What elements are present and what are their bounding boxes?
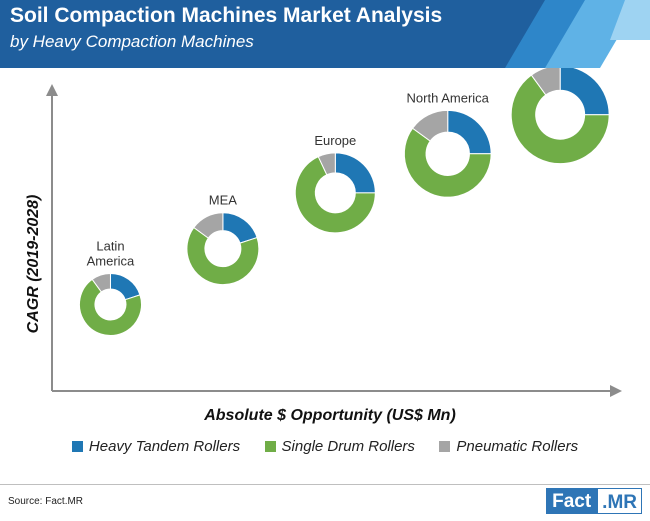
region-label: Europe <box>314 133 356 148</box>
region-label: America <box>87 253 135 268</box>
region-label: North America <box>407 90 490 105</box>
pneumatic-segment <box>411 109 449 142</box>
single-drum-segment <box>510 74 610 165</box>
y-axis-title: CAGR (2019-2028) <box>25 195 42 334</box>
page-title: Soil Compaction Machines Market Analysis <box>10 4 443 27</box>
donut-asia-pacific: Asia Pacific <box>510 68 610 165</box>
donut-mea: MEA <box>186 193 260 286</box>
pneumatic-segment <box>91 272 111 293</box>
single-drum-segment <box>294 155 376 234</box>
page-subtitle: by Heavy Compaction Machines <box>10 32 254 51</box>
header-banner: Soil Compaction Machines Market Analysis… <box>0 0 650 68</box>
chart-axes <box>46 84 622 397</box>
pneumatic-segment <box>317 152 336 176</box>
legend-label: Heavy Tandem Rollers <box>88 438 241 456</box>
legend-item-single-drum: Single Drum Rollers <box>264 438 415 456</box>
banner-shapes <box>0 0 650 68</box>
footer-divider <box>0 484 650 485</box>
donut-europe: Europe <box>294 133 376 234</box>
legend-swatch <box>264 441 276 453</box>
region-label: MEA <box>209 193 238 208</box>
x-axis-arrow <box>610 385 622 397</box>
chart-legend: Heavy Tandem Rollers Single Drum Rollers… <box>0 438 650 462</box>
legend-swatch <box>439 441 451 453</box>
banner-main-shape <box>0 0 595 68</box>
brand-logo: Fact .MR <box>546 488 642 514</box>
x-axis-title: Absolute $ Opportunity (US$ Mn) <box>203 407 456 424</box>
brand-logo-part2: .MR <box>597 488 642 514</box>
legend-label: Pneumatic Rollers <box>456 438 579 456</box>
legend-swatch <box>71 441 83 453</box>
legend-item-heavy-tandem: Heavy Tandem Rollers <box>71 438 241 456</box>
source-note: Source: Fact.MR <box>8 496 84 507</box>
heavy-tandem-segment <box>222 212 258 244</box>
heavy-tandem-segment <box>559 68 610 116</box>
banner-stripe-2 <box>545 0 640 68</box>
pneumatic-segment <box>530 68 561 96</box>
donut-north-america: North America <box>403 90 492 198</box>
heavy-tandem-segment <box>334 152 376 194</box>
single-drum-segment <box>186 226 260 286</box>
legend-item-pneumatic: Pneumatic Rollers <box>439 438 578 455</box>
banner-stripe-3 <box>610 0 650 40</box>
single-drum-segment <box>403 127 492 198</box>
y-axis-arrow <box>46 84 58 96</box>
brand-logo-part1: Fact <box>546 488 598 514</box>
region-label: Latin <box>96 238 124 253</box>
heavy-tandem-segment <box>109 272 141 301</box>
heavy-tandem-segment <box>447 109 492 155</box>
single-drum-segment <box>79 278 142 336</box>
legend-label: Single Drum Rollers <box>281 438 415 456</box>
pneumatic-segment <box>193 212 224 239</box>
